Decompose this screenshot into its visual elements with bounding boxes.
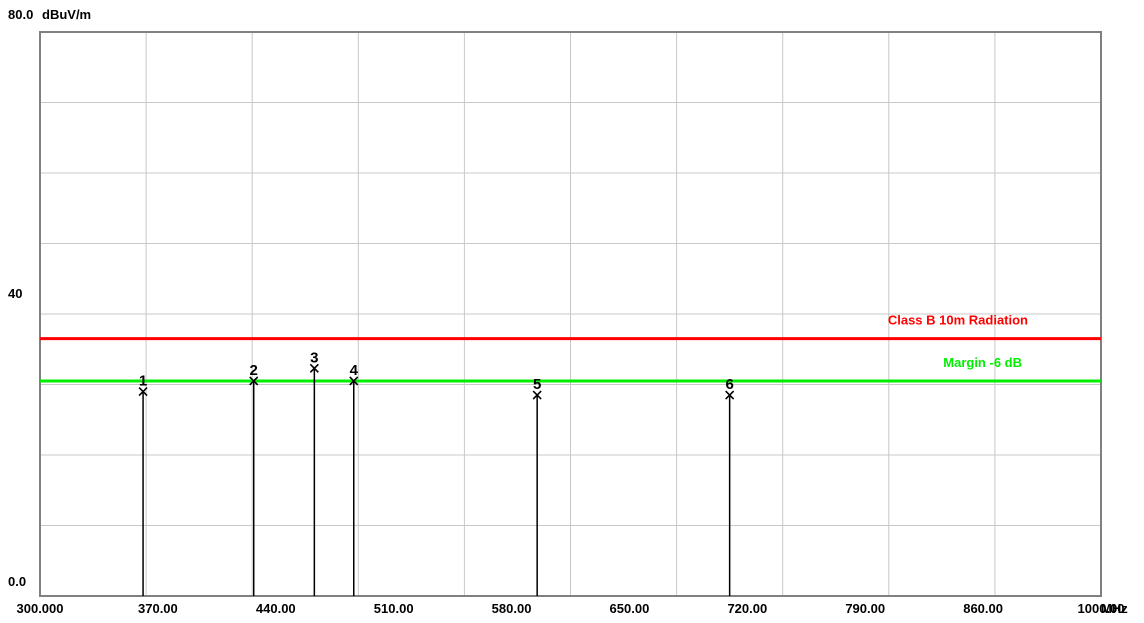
- marker-cross: [532, 390, 542, 400]
- marker-label: 5: [533, 376, 541, 393]
- x-tick-label: 580.00: [492, 601, 532, 616]
- limit-lines: Class B 10m Radiation Margin -6 dB: [40, 313, 1101, 383]
- axis-labels: 300.000 370.00 440.00 510.00 580.00 650.00 720…: [8, 7, 1125, 616]
- y-tick-label: 40: [8, 286, 22, 301]
- marker-label: 3: [310, 349, 318, 366]
- limit-line-label: Class B 10m Radiation: [888, 313, 1028, 328]
- marker-cross: [309, 363, 319, 373]
- markers: 1 2 3 4 5 6: [138, 349, 735, 596]
- marker-label: 6: [725, 376, 733, 393]
- marker: 5: [532, 376, 542, 596]
- x-tick-label: 510.00: [374, 601, 414, 616]
- x-tick-label: 300.000: [17, 601, 64, 616]
- marker-label: 4: [350, 362, 359, 379]
- x-tick-label: 720.00: [727, 601, 767, 616]
- marker: 2: [249, 362, 259, 596]
- y-unit-label: dBuV/m: [42, 7, 91, 22]
- marker: 4: [349, 362, 359, 596]
- x-tick-label: 440.00: [256, 601, 296, 616]
- marker: 6: [725, 376, 735, 596]
- x-tick-label: 650.00: [610, 601, 650, 616]
- x-tick-label: 1000.00: [1078, 601, 1125, 616]
- marker-cross: [725, 390, 735, 400]
- grid: [40, 32, 1101, 596]
- x-tick-label: 370.00: [138, 601, 178, 616]
- marker-label: 2: [250, 362, 258, 379]
- x-unit-label: MHz: [1101, 601, 1128, 616]
- x-tick-label: 860.00: [963, 601, 1003, 616]
- limit-line-label: Margin -6 dB: [943, 355, 1022, 370]
- y-tick-label: 80.0: [8, 7, 33, 22]
- marker: 1: [138, 373, 148, 596]
- y-tick-label: 0.0: [8, 574, 26, 589]
- marker-cross: [349, 376, 359, 386]
- x-tick-label: 790.00: [845, 601, 885, 616]
- marker-label: 1: [139, 373, 147, 390]
- plot-frame: [39, 31, 1102, 597]
- marker: 3: [309, 349, 319, 596]
- marker-cross: [138, 386, 148, 397]
- marker-cross: [249, 376, 259, 386]
